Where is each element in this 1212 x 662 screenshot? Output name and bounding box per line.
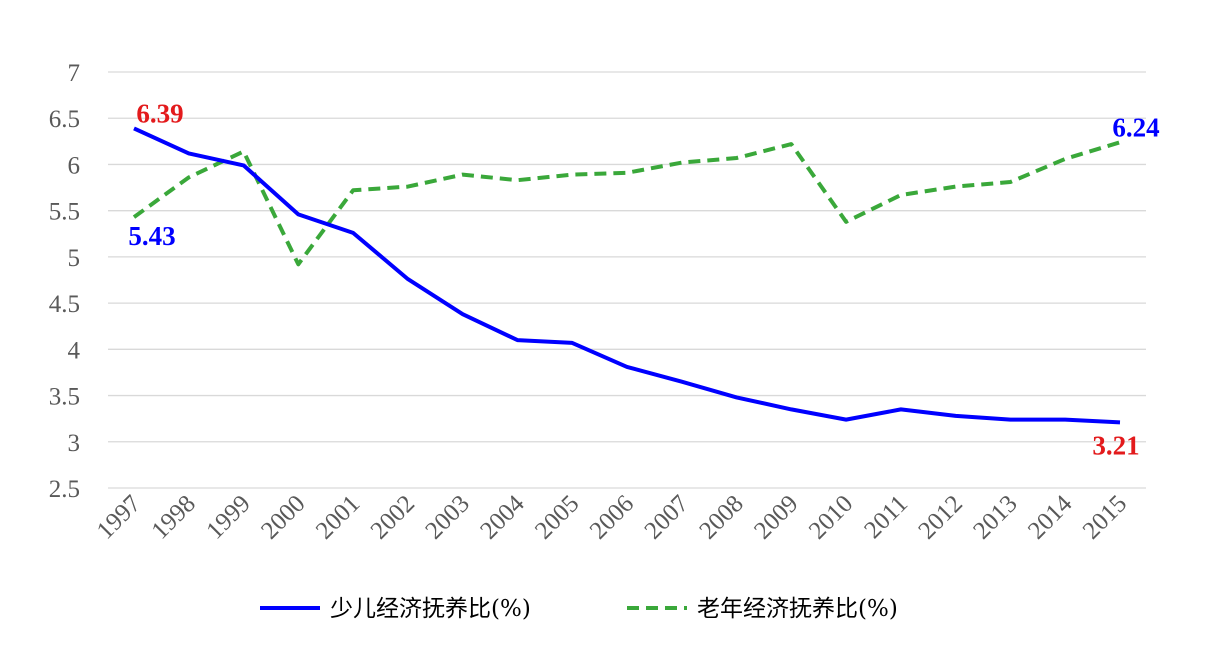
series-line-elderly-dependency (132, 140, 1121, 267)
y-axis-tick-labels: 2.5 3 3.5 4 4.5 5 5.5 6 6.5 7 (49, 60, 81, 503)
x-tick-label: 2009 (749, 490, 803, 544)
x-tick-label: 2003 (420, 490, 474, 544)
y-tick-label: 6 (68, 152, 81, 179)
y-tick-label: 3 (68, 430, 81, 457)
x-tick-label: 2012 (913, 490, 967, 544)
gridlines (108, 71, 1146, 489)
legend: 少儿经济抚养比(%) 老年经济抚养比(%) (260, 596, 898, 622)
y-tick-label: 4.5 (49, 291, 80, 318)
y-tick-label: 5 (68, 245, 81, 272)
data-label: 3.21 (1092, 430, 1139, 460)
y-tick-label: 3.5 (49, 384, 80, 411)
legend-label: 少儿经济抚养比(%) (330, 596, 531, 622)
x-tick-label: 2008 (694, 490, 748, 544)
x-axis-tick-labels: 1997 1998 1999 2000 2001 2002 2003 2004 2005 2006… (92, 490, 1132, 545)
x-tick-label: 2000 (256, 490, 310, 544)
x-tick-label: 1998 (147, 490, 201, 544)
x-tick-label: 2002 (366, 490, 420, 544)
series-line-children-dependency (133, 126, 1121, 425)
data-label: 6.24 (1112, 112, 1159, 142)
data-label: 5.43 (128, 221, 175, 251)
x-tick-label: 2007 (640, 490, 694, 544)
x-tick-label: 1997 (92, 490, 146, 544)
y-tick-label: 2.5 (49, 476, 80, 503)
series-lines (132, 126, 1121, 425)
x-tick-label: 2006 (585, 490, 639, 544)
y-tick-label: 7 (68, 60, 81, 87)
x-tick-label: 1999 (201, 490, 255, 544)
data-label: 6.39 (136, 98, 183, 128)
x-tick-label: 2013 (968, 490, 1022, 544)
x-tick-label: 2015 (1078, 490, 1132, 544)
legend-label: 老年经济抚养比(%) (697, 596, 898, 622)
x-tick-label: 2011 (859, 490, 913, 544)
y-tick-label: 5.5 (49, 199, 80, 226)
x-tick-label: 2014 (1023, 490, 1078, 545)
x-tick-label: 2001 (311, 490, 365, 544)
x-tick-label: 2005 (530, 490, 584, 544)
y-tick-label: 4 (68, 337, 81, 364)
data-labels: 6.39 5.43 6.24 3.21 (128, 98, 1159, 460)
y-tick-label: 6.5 (49, 106, 80, 133)
x-tick-label: 2010 (804, 490, 858, 544)
x-tick-label: 2004 (475, 490, 530, 545)
